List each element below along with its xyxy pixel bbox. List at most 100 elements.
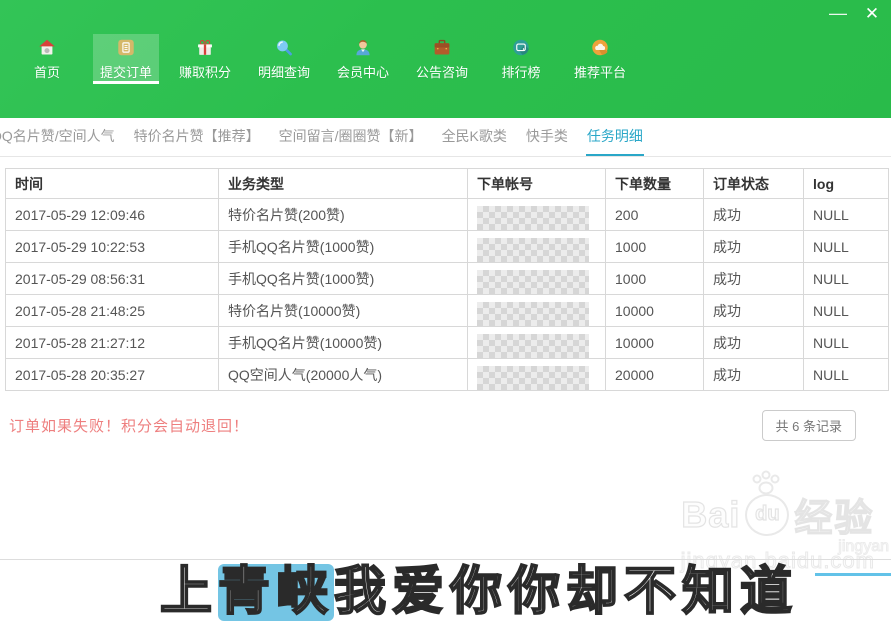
tab-karaoke[interactable]: 全民K歌类: [441, 128, 507, 144]
home-icon: [39, 39, 55, 55]
refund-notice: 订单如果失败！积分会自动退回！: [9, 418, 250, 435]
nav-item-submit-order[interactable]: 提交订单: [93, 34, 159, 84]
blurred-account: [477, 205, 589, 230]
table-row: 2017-05-28 20:35:27 QQ空间人气(20000人气) 2000…: [5, 358, 889, 391]
header-account: 下单帐号: [467, 168, 606, 199]
nav-label: 提交订单: [99, 65, 152, 80]
cell-time: 2017-05-29 08:56:31: [5, 262, 219, 295]
nav-item-announcements[interactable]: 公告咨询: [409, 34, 475, 84]
app-header: — ✕ 首页 提交订单: [0, 0, 891, 118]
table-header-row: 时间 业务类型 下单帐号 下单数量 订单状态 log: [5, 168, 889, 199]
header-log: log: [803, 168, 889, 199]
main-nav: 首页 提交订单 赚取积分: [0, 0, 891, 84]
category-tabbar: QQ名片赞/空间人气 特价名片赞【推荐】 空间留言/圈圈赞【新】 全民K歌类 快…: [0, 118, 891, 157]
header-type: 业务类型: [218, 168, 468, 199]
cell-account: [467, 294, 606, 327]
close-button[interactable]: ✕: [864, 3, 880, 23]
nav-label: 排行榜: [501, 65, 541, 80]
user-icon: [356, 39, 370, 56]
footer-row: 订单如果失败！积分会自动退回！ 共 6 条记录: [9, 410, 856, 441]
cell-log: NULL: [803, 230, 889, 263]
table-row: 2017-05-29 08:56:31 手机QQ名片赞(1000赞) 1000 …: [5, 262, 889, 295]
window-controls: — ✕: [827, 3, 883, 23]
cell-type: 手机QQ名片赞(1000赞): [218, 262, 468, 295]
tab-special-card-likes[interactable]: 特价名片赞【推荐】: [133, 128, 260, 144]
nav-label: 赚取积分: [178, 65, 231, 80]
cell-quantity: 200: [605, 198, 704, 231]
header-status: 订单状态: [703, 168, 804, 199]
caption-pre: 上: [159, 563, 219, 622]
cell-type: 手机QQ名片赞(10000赞): [218, 326, 468, 359]
search-icon: [277, 40, 292, 56]
tab-task-detail[interactable]: 任务明细: [585, 118, 644, 156]
header-time: 时间: [5, 168, 219, 199]
cell-log: NULL: [803, 326, 889, 359]
watermark-text-jingyan: 经验: [794, 497, 875, 540]
minimize-button[interactable]: —: [829, 3, 847, 23]
nav-label: 首页: [33, 65, 60, 80]
table-row: 2017-05-29 10:22:53 手机QQ名片赞(1000赞) 1000 …: [5, 230, 889, 263]
record-count-badge: 共 6 条记录: [761, 410, 856, 441]
nav-item-recommend-platform[interactable]: 推荐平台: [567, 34, 633, 84]
blurred-account: [477, 365, 589, 390]
bottom-caption: 上青峡我爱你你却不知道: [159, 549, 799, 624]
table-row: 2017-05-28 21:27:12 手机QQ名片赞(10000赞) 1000…: [5, 326, 889, 359]
tv-icon: [513, 39, 529, 56]
baidu-jingyan-watermark: Bai du 经验 jingyan.baidu.com: [680, 470, 875, 574]
cell-type: 特价名片赞(10000赞): [218, 294, 468, 327]
cell-quantity: 1000: [605, 262, 704, 295]
tab-space-messages[interactable]: 空间留言/圈圈赞【新】: [278, 128, 423, 144]
caption-highlight: 青峡: [217, 563, 335, 622]
cell-log: NULL: [803, 198, 889, 231]
paw-icon: [752, 470, 780, 494]
table-row: 2017-05-29 12:09:46 特价名片赞(200赞) 200 成功 N…: [5, 198, 889, 231]
document-icon: [118, 39, 134, 56]
watermark-text-du: du: [754, 502, 780, 525]
nav-item-home[interactable]: 首页: [14, 34, 80, 84]
cell-account: [467, 230, 606, 263]
nav-item-member-center[interactable]: 会员中心: [330, 34, 396, 84]
cell-time: 2017-05-28 21:27:12: [5, 326, 219, 359]
progress-line: [815, 573, 891, 576]
cloud-icon: [592, 39, 608, 56]
orders-table: 时间 业务类型 下单帐号 下单数量 订单状态 log 2017-05-29 12…: [5, 168, 889, 391]
nav-label: 推荐平台: [573, 65, 626, 80]
tab-kuaishou[interactable]: 快手类: [525, 128, 568, 144]
cell-account: [467, 326, 606, 359]
cell-log: NULL: [803, 262, 889, 295]
table-row: 2017-05-28 21:48:25 特价名片赞(10000赞) 10000 …: [5, 294, 889, 327]
cell-account: [467, 198, 606, 231]
cell-quantity: 10000: [605, 294, 704, 327]
cell-time: 2017-05-28 21:48:25: [5, 294, 219, 327]
cell-status: 成功: [703, 326, 804, 359]
cell-type: 特价名片赞(200赞): [218, 198, 468, 231]
header-quantity: 下单数量: [605, 168, 704, 199]
cell-log: NULL: [803, 358, 889, 391]
cell-log: NULL: [803, 294, 889, 327]
tab-qq-card-likes[interactable]: QQ名片赞/空间人气: [0, 128, 115, 144]
blurred-account: [477, 333, 589, 358]
cell-quantity: 20000: [605, 358, 704, 391]
caption-post: 我爱你你却不知道: [333, 563, 799, 622]
gift-icon: [198, 39, 212, 55]
cell-status: 成功: [703, 262, 804, 295]
cell-quantity: 10000: [605, 326, 704, 359]
nav-item-ranking[interactable]: 排行榜: [488, 34, 554, 84]
nav-label: 明细查询: [257, 65, 310, 80]
cell-type: QQ空间人气(20000人气): [218, 358, 468, 391]
watermark-fragment: jingyan: [838, 538, 890, 556]
nav-item-earn-points[interactable]: 赚取积分: [172, 34, 238, 84]
blurred-account: [477, 269, 589, 294]
nav-item-detail-query[interactable]: 明细查询: [251, 34, 317, 84]
bottom-divider: [0, 559, 891, 560]
cell-account: [467, 358, 606, 391]
cell-type: 手机QQ名片赞(1000赞): [218, 230, 468, 263]
cell-status: 成功: [703, 294, 804, 327]
nav-label: 公告咨询: [415, 65, 468, 80]
cell-account: [467, 262, 606, 295]
cell-quantity: 1000: [605, 230, 704, 263]
briefcase-icon: [434, 39, 450, 55]
cell-time: 2017-05-28 20:35:27: [5, 358, 219, 391]
watermark-text-bai: Bai: [681, 493, 741, 535]
cell-time: 2017-05-29 12:09:46: [5, 198, 219, 231]
